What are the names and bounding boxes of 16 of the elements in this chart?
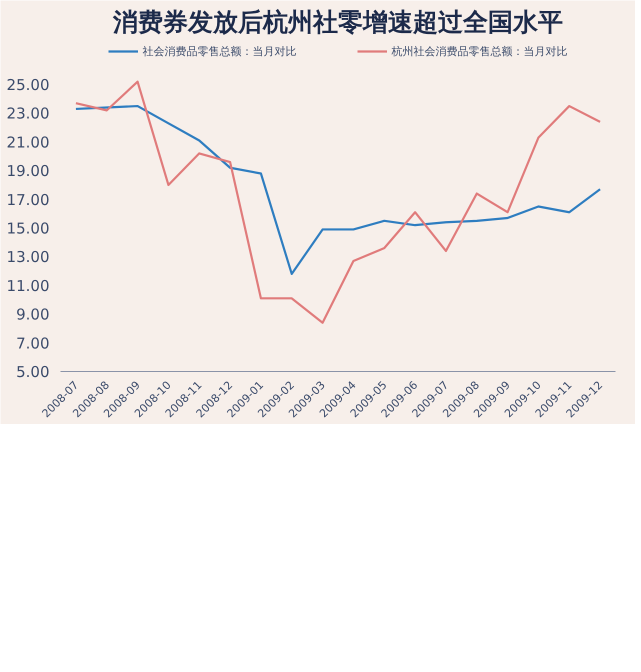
line-series bbox=[74, 80, 602, 324]
y-tick-label: 11.00 bbox=[6, 276, 50, 295]
chart-title: 消费券发放后杭州社零增速超过全国水平 bbox=[112, 8, 563, 36]
legend-label: 杭州社会消费品零售总额：当月对比 bbox=[392, 44, 568, 58]
y-tick-label: 19.00 bbox=[6, 162, 50, 180]
line-series bbox=[74, 104, 602, 276]
y-tick-label: 13.00 bbox=[6, 248, 50, 266]
y-tick-label: 15.00 bbox=[6, 220, 50, 238]
y-tick-label: 7.00 bbox=[16, 334, 50, 352]
y-tick-label: 5.00 bbox=[16, 363, 50, 381]
y-tick-label: 17.00 bbox=[6, 190, 50, 209]
legend-label: 社会消费品零售总额：当月对比 bbox=[142, 44, 296, 58]
y-tick-label: 9.00 bbox=[16, 306, 50, 324]
y-tick-label: 23.00 bbox=[6, 104, 50, 123]
y-tick-label: 21.00 bbox=[6, 133, 50, 152]
y-tick-label: 25.00 bbox=[6, 76, 50, 94]
